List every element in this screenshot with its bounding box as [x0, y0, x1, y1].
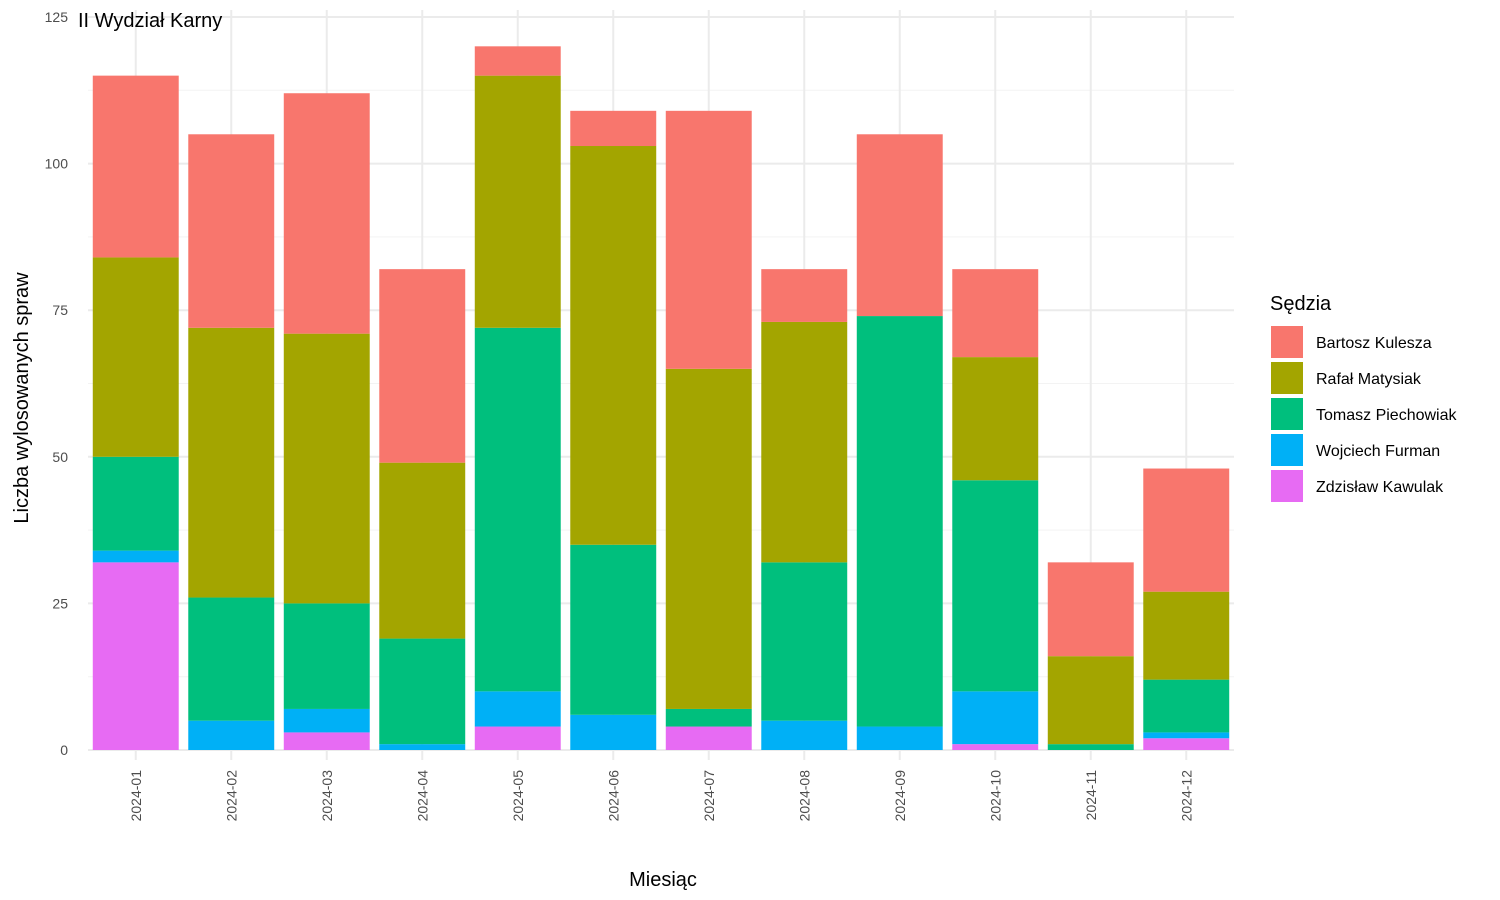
bar-segment — [570, 110, 657, 147]
bar-segment — [570, 146, 657, 545]
y-axis-ticks: 0 25 50 75 100 125 — [45, 9, 69, 758]
bar-segment — [379, 744, 466, 750]
bar-segment — [188, 720, 275, 750]
bar-segment — [474, 46, 561, 76]
legend-item: Rafał Matysiak — [1271, 362, 1422, 394]
bar-segment — [283, 333, 370, 604]
legend-label: Zdzisław Kawulak — [1316, 479, 1444, 496]
bar-segment — [92, 456, 179, 551]
legend-swatch — [1271, 398, 1303, 430]
bar-segment — [379, 638, 466, 745]
bar-segment — [379, 269, 466, 463]
bar-segment — [952, 357, 1039, 481]
bar-segment — [283, 603, 370, 709]
bars — [92, 46, 1230, 750]
bar-segment — [92, 75, 179, 258]
bar-segment — [283, 732, 370, 750]
bar-segment — [379, 462, 466, 639]
legend-label: Bartosz Kulesza — [1316, 335, 1432, 352]
bar-segment — [665, 708, 752, 727]
bar-segment — [952, 480, 1039, 692]
legend-label: Rafał Matysiak — [1316, 371, 1422, 388]
bar-segment — [1143, 591, 1230, 680]
legend-swatch — [1271, 326, 1303, 358]
bar-segment — [1143, 679, 1230, 733]
bar-segment — [570, 544, 657, 715]
bar-segment — [1047, 562, 1134, 657]
bar-segment — [188, 327, 275, 598]
bar-segment — [856, 726, 943, 750]
y-tick-label: 100 — [45, 156, 69, 172]
legend-item: Bartosz Kulesza — [1271, 326, 1432, 358]
y-tick-label: 50 — [52, 449, 68, 465]
x-axis-ticks: 2024-01 2024-02 2024-03 2024-04 2024-05 2024-… — [128, 770, 1195, 822]
x-axis-title: Miesiąc — [629, 869, 697, 891]
legend-item: Wojciech Furman — [1271, 434, 1440, 466]
bar-segment — [283, 708, 370, 733]
bar-segment — [761, 269, 848, 322]
x-tick-label: 2024-07 — [701, 770, 717, 822]
bar-segment — [761, 321, 848, 563]
bar-segment — [1143, 738, 1230, 750]
bar-segment — [474, 75, 561, 328]
bar-segment — [474, 726, 561, 750]
chart-title: II Wydział Karny — [78, 10, 222, 32]
bar-segment — [92, 550, 179, 563]
x-tick-label: 2024-11 — [1083, 770, 1099, 821]
x-tick-label: 2024-04 — [414, 770, 430, 822]
x-tick-label: 2024-05 — [510, 770, 526, 822]
bar-segment — [952, 744, 1039, 750]
bar-segment — [283, 93, 370, 334]
bar-segment — [856, 316, 943, 727]
legend-swatch — [1271, 362, 1303, 394]
legend-item: Tomasz Piechowiak — [1271, 398, 1458, 430]
bar-segment — [1047, 744, 1134, 750]
legend-item: Zdzisław Kawulak — [1271, 470, 1444, 502]
bar-segment — [952, 269, 1039, 358]
bar-segment — [856, 134, 943, 317]
bar-segment — [665, 726, 752, 750]
x-tick-label: 2024-10 — [987, 770, 1003, 822]
bar-segment — [952, 691, 1039, 745]
x-tick-label: 2024-12 — [1178, 770, 1194, 822]
bar-segment — [474, 691, 561, 727]
x-tick-label: 2024-02 — [223, 770, 239, 822]
legend: Sędzia Bartosz Kulesza Rafał Matysiak Toma… — [1270, 293, 1458, 502]
bar-segment — [1047, 656, 1134, 745]
x-tick-label: 2024-06 — [605, 770, 621, 822]
bar-segment — [188, 597, 275, 721]
x-tick-label: 2024-08 — [796, 770, 812, 822]
x-tick-label: 2024-09 — [892, 770, 908, 822]
legend-swatch — [1271, 470, 1303, 502]
legend-label: Wojciech Furman — [1316, 443, 1440, 460]
y-tick-label: 25 — [52, 595, 68, 611]
bar-segment — [570, 714, 657, 750]
legend-label: Tomasz Piechowiak — [1316, 407, 1458, 424]
bar-segment — [665, 368, 752, 709]
legend-swatch — [1271, 434, 1303, 466]
bar-segment — [665, 110, 752, 369]
y-tick-label: 0 — [60, 742, 68, 758]
y-tick-label: 125 — [45, 9, 69, 25]
bar-segment — [1143, 468, 1230, 592]
y-tick-label: 75 — [52, 302, 68, 318]
x-tick-label: 2024-03 — [319, 770, 335, 822]
bar-segment — [92, 562, 179, 750]
bar-segment — [1143, 732, 1230, 739]
bar-segment — [188, 134, 275, 328]
bar-segment — [474, 327, 561, 692]
bar-segment — [761, 720, 848, 750]
bar-segment — [92, 257, 179, 457]
x-tick-label: 2024-01 — [128, 770, 144, 822]
legend-title: Sędzia — [1270, 293, 1332, 315]
y-axis-title: Liczba wylosowanych spraw — [11, 272, 33, 524]
bar-segment — [761, 562, 848, 721]
